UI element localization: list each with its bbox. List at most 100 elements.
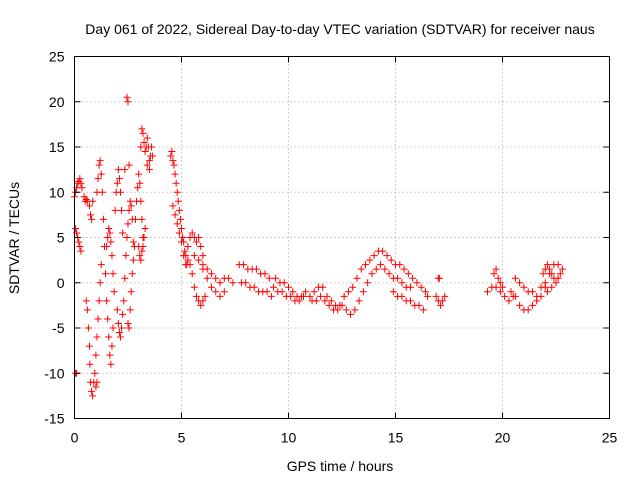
data-point-marker: [543, 261, 551, 269]
y-tick-label: 20: [49, 94, 65, 110]
data-point-marker: [88, 387, 96, 395]
data-point-marker: [201, 292, 209, 300]
data-point-marker: [558, 265, 566, 273]
data-point-marker: [203, 274, 211, 282]
data-point-marker: [377, 261, 385, 269]
data-point-marker: [110, 288, 118, 296]
data-point-marker: [85, 202, 93, 210]
data-point-marker: [77, 247, 85, 255]
data-point-marker: [364, 279, 372, 287]
data-point-marker: [178, 238, 185, 246]
data-point-marker: [490, 270, 498, 278]
data-point-marker: [432, 292, 440, 300]
data-point-marker: [129, 256, 137, 264]
data-point-marker: [242, 279, 250, 287]
data-point-marker: [295, 297, 303, 305]
data-point-marker: [207, 270, 215, 278]
data-point-marker: [229, 279, 237, 287]
data-point-marker: [404, 270, 412, 278]
y-tick-label: 25: [49, 49, 65, 65]
data-point-marker: [86, 360, 94, 368]
data-point-marker: [115, 175, 123, 183]
data-point-marker: [203, 265, 211, 273]
data-point-marker: [347, 310, 355, 318]
data-point-marker: [543, 288, 551, 296]
data-point-marker: [252, 265, 260, 273]
data-point-marker: [546, 270, 554, 278]
data-point-marker: [85, 342, 93, 350]
data-point-marker: [109, 270, 117, 278]
data-point-marker: [72, 224, 80, 232]
data-point-marker: [190, 283, 198, 291]
data-point-marker: [344, 288, 352, 296]
data-point-marker: [126, 306, 134, 314]
data-point-marker: [550, 261, 558, 269]
data-point-marker: [552, 279, 560, 287]
data-point-marker: [93, 333, 101, 341]
data-point-marker: [115, 329, 123, 337]
data-point-marker: [505, 297, 513, 305]
data-point-marker: [136, 179, 144, 187]
data-point-marker: [124, 220, 132, 228]
data-point-marker: [355, 297, 363, 305]
data-point-marker: [216, 279, 224, 287]
data-point-marker: [362, 261, 370, 269]
data-point-marker: [121, 166, 129, 174]
data-point-marker: [94, 175, 102, 183]
y-tick-label: -10: [44, 365, 64, 381]
data-point-marker: [541, 283, 549, 291]
data-point-marker: [338, 301, 346, 309]
data-point-marker: [169, 202, 177, 210]
x-tick-label: 25: [602, 430, 618, 446]
data-point-marker: [496, 288, 504, 296]
data-point-marker: [121, 274, 129, 282]
data-point-marker: [170, 161, 178, 169]
data-point-marker: [370, 252, 378, 260]
data-point-marker: [319, 283, 327, 291]
data-point-marker: [421, 288, 429, 296]
data-point-marker: [105, 224, 113, 232]
data-point-marker: [167, 152, 175, 160]
data-point-marker: [494, 274, 502, 282]
data-point-marker: [91, 369, 99, 377]
y-tick-label: -15: [44, 411, 64, 427]
data-point-marker: [184, 256, 192, 264]
data-point-marker: [511, 292, 519, 300]
data-point-marker: [240, 261, 248, 269]
data-point-marker: [106, 351, 114, 359]
data-point-marker: [327, 297, 335, 305]
x-tick-label: 10: [281, 430, 297, 446]
data-point-marker: [175, 206, 183, 214]
data-point-marker: [261, 270, 269, 278]
data-point-marker: [103, 243, 111, 251]
data-point-marker: [131, 215, 139, 223]
data-point-marker: [106, 229, 114, 237]
data-point-marker: [76, 175, 84, 183]
data-point-marker: [368, 270, 376, 278]
data-point-marker: [138, 247, 146, 255]
y-axis-label: SDTVAR / TECUs: [6, 182, 22, 294]
data-point-marker: [124, 98, 132, 106]
data-point-marker: [385, 270, 393, 278]
data-point-marker: [501, 292, 509, 300]
data-point-marker: [267, 292, 275, 300]
data-point-marker: [99, 215, 107, 223]
data-point-marker: [139, 243, 147, 251]
data-point-marker: [107, 238, 115, 246]
data-point-marker: [94, 315, 102, 323]
data-point-marker: [302, 288, 310, 296]
data-point-marker: [436, 301, 444, 309]
data-point-marker: [516, 279, 524, 287]
data-point-marker: [76, 243, 84, 251]
data-point-marker: [548, 283, 556, 291]
data-point-marker: [321, 297, 329, 305]
data-point-marker: [197, 301, 205, 309]
data-point-marker: [168, 148, 176, 156]
data-point-marker: [176, 215, 184, 223]
data-point-marker: [113, 179, 121, 187]
data-point-marker: [95, 161, 103, 169]
data-point-marker: [109, 324, 117, 332]
data-point-marker: [496, 279, 504, 287]
data-point-marker: [250, 283, 258, 291]
data-point-marker: [123, 234, 131, 241]
